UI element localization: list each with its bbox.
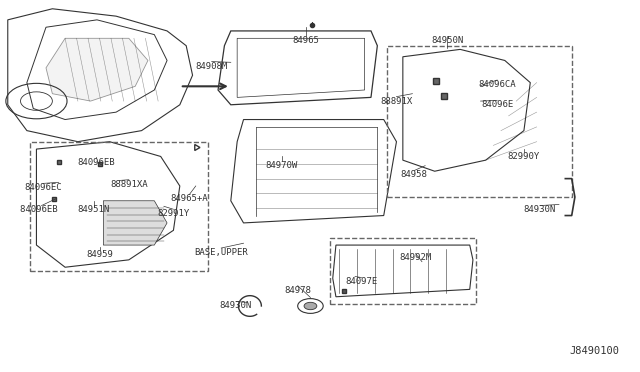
Text: 84959: 84959 [87,250,113,259]
Text: 84958: 84958 [401,170,428,179]
Text: 84096EC: 84096EC [24,183,61,192]
Text: J8490100: J8490100 [570,346,620,356]
Text: 82990Y: 82990Y [508,152,540,161]
Polygon shape [103,201,167,245]
Text: 84992M: 84992M [399,253,432,263]
Text: 84097E: 84097E [346,278,378,286]
Text: 84951N: 84951N [77,205,110,215]
Text: 84096E: 84096E [481,100,513,109]
Text: 84930N: 84930N [524,205,556,215]
Text: 84950N: 84950N [431,36,463,45]
Text: 84096EB: 84096EB [77,157,115,167]
Text: BASE,UPPER: BASE,UPPER [195,248,248,257]
Text: 84965: 84965 [292,36,319,45]
Text: 84096EB: 84096EB [20,205,63,215]
Circle shape [304,302,317,310]
Text: 84908M: 84908M [196,61,228,71]
Text: 84965+A: 84965+A [170,195,208,203]
Polygon shape [46,38,148,101]
Text: 84978: 84978 [284,286,311,295]
Text: 82991Y: 82991Y [157,209,189,218]
Text: 84930N: 84930N [220,301,252,311]
Text: 84970W: 84970W [266,161,298,170]
Text: 88891X: 88891X [380,97,413,106]
Text: 88891XA: 88891XA [110,180,148,189]
Text: 84096CA: 84096CA [478,80,516,89]
